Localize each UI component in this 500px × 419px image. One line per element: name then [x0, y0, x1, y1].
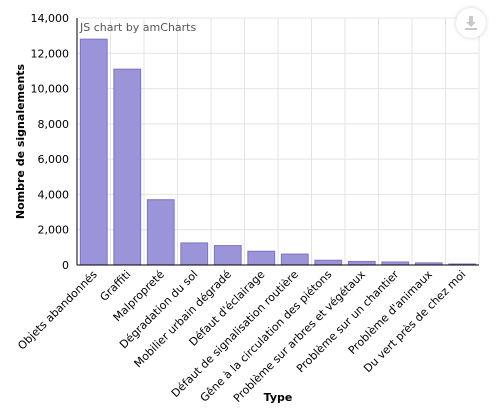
- x-tick-label: Objets abandonnés: [15, 268, 100, 353]
- y-tick-label: 14,000: [31, 12, 70, 25]
- y-tick-label: 8,000: [38, 118, 70, 131]
- grid-lines: [76, 17, 480, 266]
- export-menu-button[interactable]: [456, 8, 486, 38]
- bar[interactable]: [213, 245, 242, 266]
- y-tick-label: 12,000: [31, 47, 70, 60]
- y-tick-label: 4,000: [38, 188, 70, 201]
- bars: [79, 38, 477, 266]
- bar[interactable]: [146, 199, 175, 266]
- bar[interactable]: [79, 38, 108, 266]
- x-axis-title: Type: [264, 391, 293, 404]
- bar[interactable]: [280, 253, 309, 266]
- y-tick-label: 0: [62, 259, 69, 272]
- y-tick-label: 2,000: [38, 224, 70, 237]
- bar[interactable]: [347, 260, 376, 266]
- y-axis-title: Nombre de signalements: [14, 63, 27, 219]
- y-tick-label: 10,000: [31, 83, 70, 96]
- bar[interactable]: [180, 242, 209, 266]
- bar[interactable]: [247, 250, 276, 266]
- bar[interactable]: [113, 68, 142, 266]
- download-icon: [465, 16, 477, 30]
- y-tick-label: 6,000: [38, 153, 70, 166]
- chart-credit[interactable]: JS chart by amCharts: [79, 21, 196, 34]
- bar[interactable]: [314, 259, 343, 266]
